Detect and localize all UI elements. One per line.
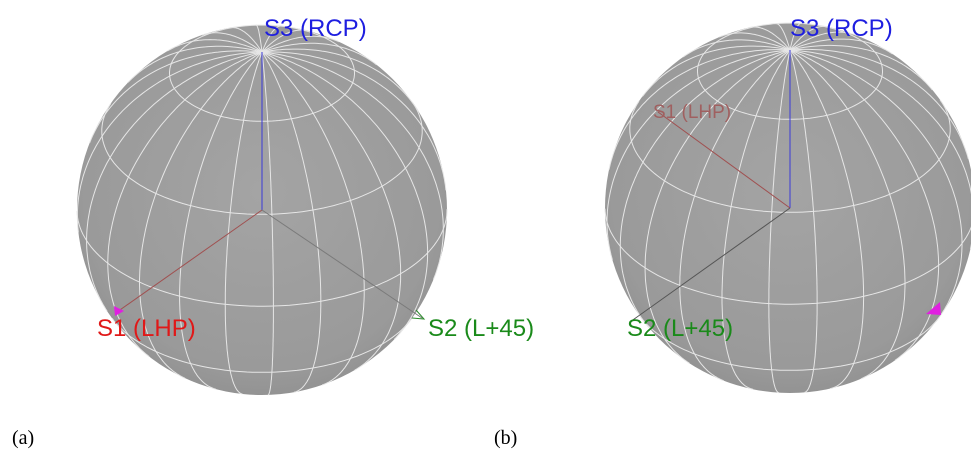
s3-label: S3 (RCP): [264, 15, 367, 42]
figure: S3 (RCP) S1 (LHP) S2 (L+45) (a) S3 (RCP)…: [0, 0, 971, 454]
s3-label: S3 (RCP): [790, 15, 893, 42]
s1-label: S1 (LHP): [97, 315, 196, 342]
s2-label: S2 (L+45): [428, 315, 534, 342]
caption: (b): [494, 427, 517, 449]
caption: (a): [12, 427, 34, 449]
s1-label: S1 (LHP): [653, 102, 731, 123]
s2-label: S2 (L+45): [627, 315, 733, 342]
